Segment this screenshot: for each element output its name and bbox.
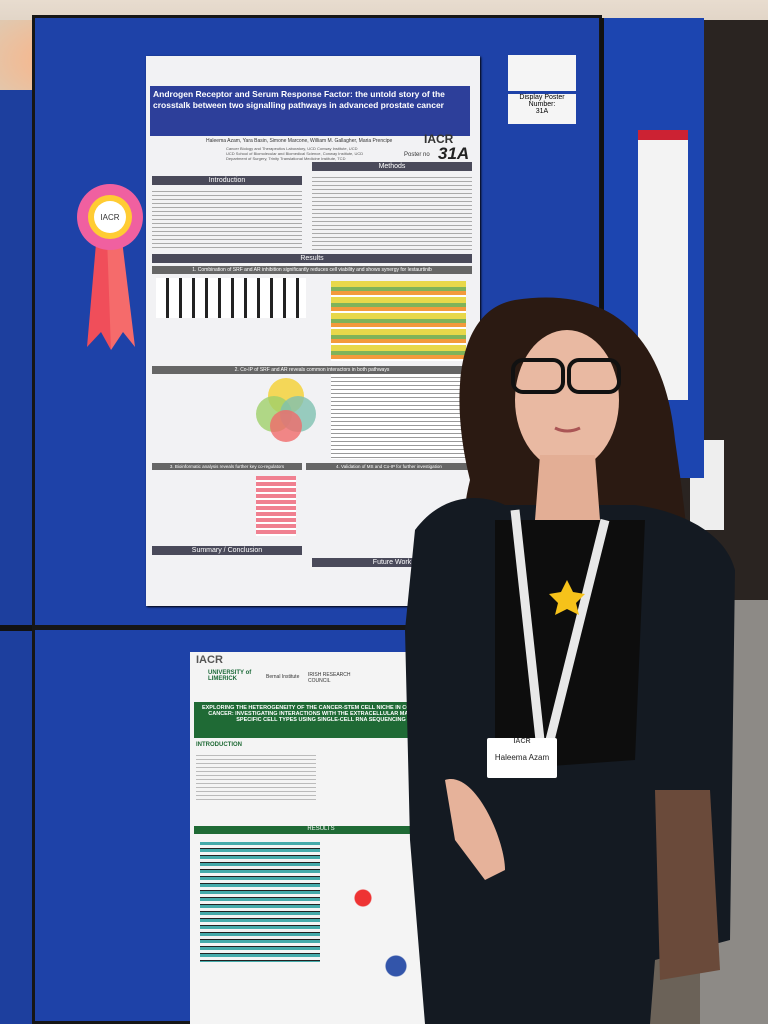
poster-title: EXPLORING THE HETEROGENEITY OF THE CANCE…	[194, 702, 448, 738]
institution: UNIVERSITY of LIMERICK	[208, 670, 252, 682]
bar-figure	[256, 476, 296, 536]
person	[405, 297, 735, 1024]
lanyard	[510, 509, 610, 742]
shape	[270, 410, 302, 442]
face	[515, 330, 619, 470]
mouth	[554, 426, 581, 433]
hand	[445, 779, 505, 880]
figure	[156, 278, 306, 318]
rosette: IACR	[77, 184, 143, 350]
venn	[256, 378, 316, 442]
section-heading: Introduction	[152, 176, 302, 185]
board-seam	[32, 625, 602, 630]
section-heading: Results	[152, 254, 472, 263]
ribbon	[87, 232, 113, 350]
affiliation: Cancer Biology and Therapeutics Laborato…	[226, 146, 358, 151]
poster-no: 31A	[438, 144, 470, 163]
result-heading: 1. Combination of SRF and AR inhibition …	[152, 266, 472, 274]
authors: Haleema Azam, Yara Basin, Simone Marcone…	[206, 138, 393, 144]
section-heading: Summary / Conclusion	[152, 546, 302, 555]
tag	[508, 55, 576, 91]
result-heading: 2. Co-IP of SRF and AR reveals common in…	[152, 366, 472, 374]
poster: Androgen Receptor and Serum Response Fac…	[146, 56, 480, 606]
badge: IACR Haleema Azam	[487, 738, 557, 778]
rosette-logo: IACR	[100, 213, 119, 222]
table	[331, 374, 466, 459]
display-label: Display Poster Number:	[519, 94, 565, 108]
rosette-center	[94, 201, 126, 233]
glasses	[567, 358, 621, 394]
institution: Bernal Institute	[266, 674, 300, 680]
result-heading: 3. Bioinformatic analysis reveals furthe…	[152, 463, 302, 470]
poster-title: Androgen Receptor and Serum Response Fac…	[150, 86, 470, 136]
bag	[655, 790, 720, 980]
neck	[535, 455, 600, 520]
section-heading: Future Work	[312, 558, 472, 567]
daffodil-pin	[549, 580, 585, 615]
poster-no-label: Poster no	[404, 152, 430, 158]
institution: IRISH RESEARCH COUNCIL	[308, 672, 351, 684]
affiliation: Department of Surgery, Trinity Translati…	[226, 156, 346, 161]
result-heading: 4. Validation of MS and Co-IP for furthe…	[306, 463, 472, 470]
poster-logo: IACR	[424, 132, 454, 146]
affiliation: UCD School of Biomolecular and Biomedica…	[226, 151, 364, 156]
display-number: 31A	[535, 108, 549, 115]
badge-name: Haleema Azam	[494, 753, 550, 762]
text-block	[196, 752, 316, 802]
section-heading: INTRODUCTION	[196, 742, 242, 748]
section-heading: Methods	[312, 162, 472, 171]
poster-logo: IACR	[196, 654, 223, 666]
glasses	[511, 358, 565, 394]
badge-logo: IACR	[513, 738, 531, 745]
ribbon	[107, 232, 135, 350]
display-card: Display Poster Number: 31A	[508, 94, 576, 124]
section-heading: RESULTS	[194, 826, 448, 834]
text-block	[312, 174, 472, 250]
synergy-table	[331, 281, 466, 361]
figure	[200, 842, 320, 962]
text-block	[152, 188, 302, 250]
